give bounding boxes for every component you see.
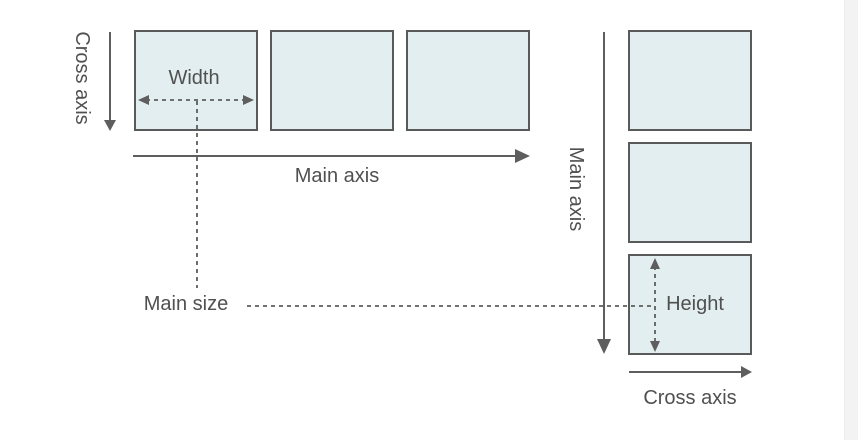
cross-axis-bottom-arrowhead xyxy=(741,366,752,378)
height-arrowhead-bottom xyxy=(650,341,660,352)
height-arrowhead-top xyxy=(650,258,660,269)
row-box-1 xyxy=(134,30,258,131)
main-axis-vertical-label: Main axis xyxy=(565,147,587,231)
width-arrowhead-left xyxy=(138,95,149,105)
main-axis-horizontal-label: Main axis xyxy=(295,165,379,187)
side-scroll-strip xyxy=(844,0,858,440)
height-label: Height xyxy=(666,293,724,315)
width-label: Width xyxy=(168,67,219,89)
cross-axis-bottom-label: Cross axis xyxy=(643,387,736,409)
cross-axis-left-label: Cross axis xyxy=(71,31,93,124)
width-arrowhead-right xyxy=(243,95,254,105)
main-axis-horizontal-arrowhead xyxy=(515,149,530,163)
column-box-2 xyxy=(628,142,752,243)
main-size-label: Main size xyxy=(144,293,228,315)
row-box-2 xyxy=(270,30,394,131)
row-box-3 xyxy=(406,30,530,131)
cross-axis-left-arrowhead xyxy=(104,120,116,131)
column-box-3 xyxy=(628,254,752,355)
column-box-1 xyxy=(628,30,752,131)
main-axis-vertical-arrowhead xyxy=(597,339,611,354)
